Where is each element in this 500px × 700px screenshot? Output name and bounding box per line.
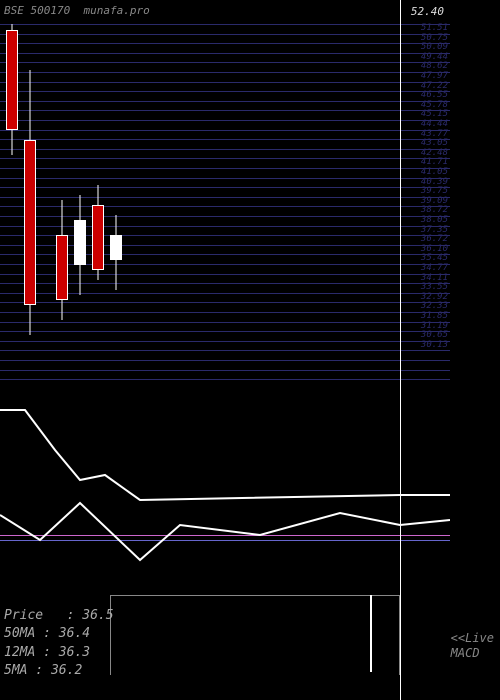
symbol-label: 500170 — [31, 4, 71, 17]
y-axis: 52.40 51.5150.7550.0949.4448.6247.9747.2… — [402, 20, 450, 390]
indicator-lines — [0, 395, 450, 570]
info-50ma: 50MA : 36.4 — [4, 625, 114, 643]
chart-header: BSE 500170 munafa.pro — [4, 4, 150, 17]
info-12ma: 12MA : 36.3 — [4, 644, 114, 662]
macd-panel[interactable] — [110, 595, 400, 675]
macd-label-text: MACD — [451, 646, 494, 660]
info-5ma: 5MA : 36.2 — [4, 662, 114, 680]
y-top-label: 52.40 — [411, 6, 444, 17]
watermark: munafa.pro — [84, 4, 150, 17]
exchange-label: BSE — [4, 4, 24, 17]
info-box: Price : 36.5 50MA : 36.4 12MA : 36.3 5MA… — [4, 607, 114, 680]
macd-label: <<Live MACD — [451, 631, 494, 660]
indicator-panel[interactable] — [0, 395, 450, 570]
info-price: Price : 36.5 — [4, 607, 114, 625]
macd-spike — [370, 595, 372, 672]
price-chart-panel[interactable]: 52.40 51.5150.7550.0949.4448.6247.9747.2… — [0, 0, 450, 390]
vertical-cursor — [400, 0, 401, 700]
macd-label-live: <<Live — [451, 631, 494, 645]
